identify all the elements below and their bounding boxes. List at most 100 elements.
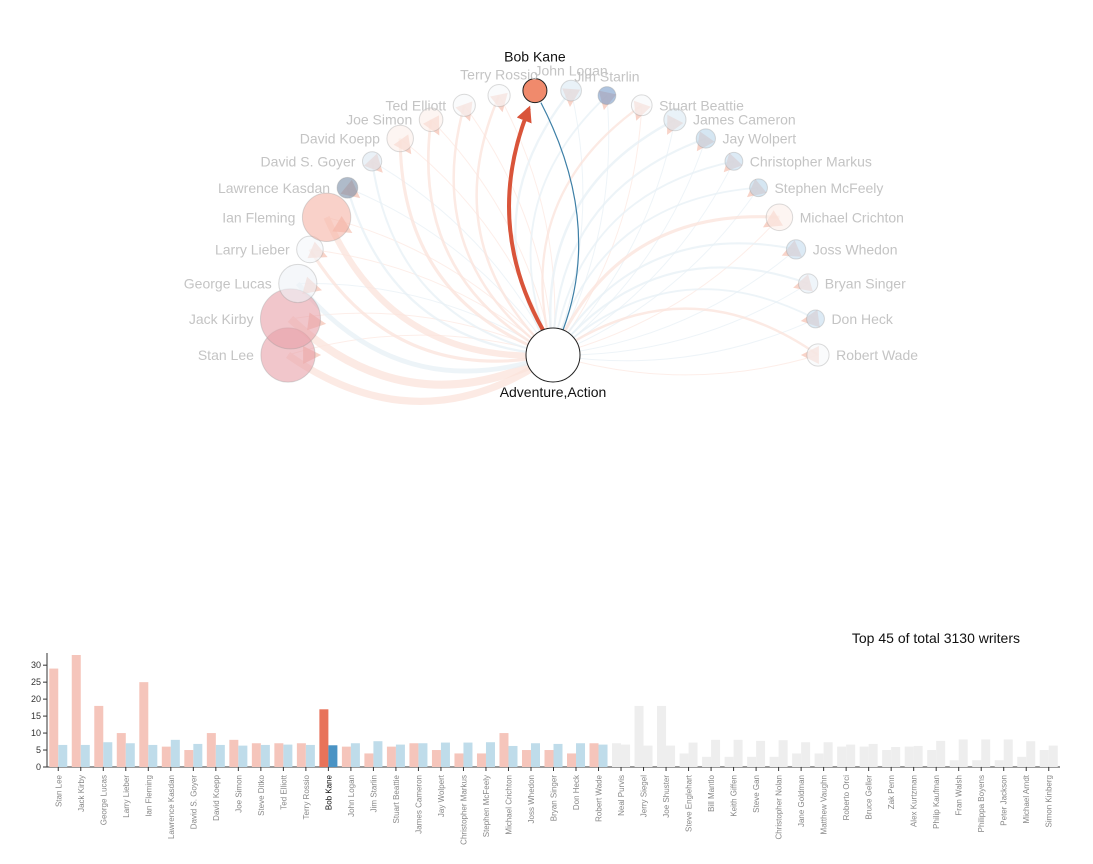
bar-bruce-geller-score[interactable]	[868, 743, 878, 767]
bar-jack-kirby-count[interactable]	[71, 655, 81, 767]
bar-terry-rossio-score[interactable]	[305, 744, 315, 767]
writer-node-michael-crichton[interactable]	[765, 203, 794, 232]
bar-michael-arndt-count[interactable]	[1017, 756, 1027, 767]
writer-label-joss-whedon[interactable]: Joss Whedon	[813, 241, 898, 257]
writer-label-bob-kane[interactable]: Bob Kane	[504, 49, 566, 65]
bar-michael-arndt-score[interactable]	[1026, 741, 1036, 767]
bar-steve-englehart-count[interactable]	[679, 753, 689, 767]
writer-label-david-koepp[interactable]: David Koepp	[300, 131, 380, 147]
writer-node-lawrence-kasdan[interactable]	[336, 176, 359, 199]
bar-john-logan-count[interactable]	[341, 746, 351, 767]
bar-christopher-nolan-score[interactable]	[778, 740, 788, 767]
bar-don-heck-count[interactable]	[567, 753, 577, 767]
writer-node-christopher-markus[interactable]	[724, 151, 744, 171]
writer-node-jim-starlin[interactable]	[597, 86, 617, 105]
bar-roberto-orci-count[interactable]	[837, 746, 847, 767]
bar-robert-wade-score[interactable]	[598, 744, 608, 767]
bar-ian-fleming-score[interactable]	[148, 744, 158, 767]
bar-michael-crichton-score[interactable]	[508, 745, 518, 767]
bar-joss-whedon-count[interactable]	[521, 750, 531, 767]
bar-lawrence-kasdan-count[interactable]	[161, 746, 171, 767]
bar-robert-wade-count[interactable]	[589, 743, 599, 767]
writer-label-joe-simon[interactable]: Joe Simon	[346, 112, 412, 128]
writer-node-stuart-beattie[interactable]	[630, 94, 653, 117]
writer-label-don-heck[interactable]: Don Heck	[831, 311, 893, 327]
bar-jane-goldman-score[interactable]	[801, 742, 811, 767]
writer-node-john-logan[interactable]	[560, 79, 582, 102]
bar-bryan-singer-score[interactable]	[553, 743, 563, 767]
category-node[interactable]	[525, 327, 581, 383]
writer-node-david-koepp[interactable]	[386, 124, 414, 153]
bar-joe-shuster-score[interactable]	[666, 745, 676, 767]
writer-label-michael-crichton[interactable]: Michael Crichton	[800, 209, 904, 225]
bar-neal-purvis-score[interactable]	[621, 744, 631, 767]
writer-label-george-lucas[interactable]: George Lucas	[184, 276, 272, 292]
writer-node-ian-fleming[interactable]	[301, 192, 352, 242]
writer-label-lawrence-kasdan[interactable]: Lawrence Kasdan	[218, 180, 330, 196]
bar-neal-purvis-count[interactable]	[612, 743, 622, 767]
bar-bob-kane-count[interactable]	[319, 709, 329, 767]
bar-jane-goldman-count[interactable]	[792, 753, 802, 767]
writer-node-david-s-goyer[interactable]	[361, 151, 383, 172]
writer-label-larry-lieber[interactable]: Larry Lieber	[215, 241, 290, 257]
writer-label-stuart-beattie[interactable]: Stuart Beattie	[659, 97, 744, 113]
writer-node-bryan-singer[interactable]	[798, 273, 819, 294]
bar-bill-mantlo-score[interactable]	[711, 739, 721, 767]
bar-bryan-singer-count[interactable]	[544, 750, 554, 767]
bar-zak-penn-count[interactable]	[882, 750, 892, 767]
writer-node-jay-wolpert[interactable]	[695, 128, 716, 149]
bar-jim-starlin-score[interactable]	[373, 741, 383, 767]
writer-label-ted-elliott[interactable]: Ted Elliott	[385, 97, 446, 113]
bar-jay-wolpert-count[interactable]	[431, 750, 441, 767]
writer-label-john-logan[interactable]: John Logan	[534, 62, 607, 78]
writer-node-terry-rossio[interactable]	[487, 83, 511, 108]
bar-stan-lee-score[interactable]	[58, 744, 68, 767]
bar-alex-kurtzman-count[interactable]	[904, 746, 914, 767]
bar-peter-jackson-count[interactable]	[994, 760, 1004, 767]
bar-keith-giffen-count[interactable]	[724, 756, 734, 767]
bar-jay-wolpert-score[interactable]	[440, 742, 450, 767]
writer-node-don-heck[interactable]	[806, 309, 825, 329]
bar-jerry-siegel-score[interactable]	[643, 745, 653, 767]
bar-bill-mantlo-count[interactable]	[702, 756, 712, 767]
bar-philip-kaufman-score[interactable]	[936, 740, 946, 767]
writer-label-bryan-singer[interactable]: Bryan Singer	[825, 276, 906, 292]
bar-jim-starlin-count[interactable]	[364, 753, 374, 767]
bar-simon-kinberg-count[interactable]	[1039, 750, 1049, 767]
bar-philippa-boyens-count[interactable]	[972, 760, 982, 767]
bar-bob-kane-score[interactable]	[328, 745, 338, 767]
writer-label-terry-rossio[interactable]: Terry Rossio	[460, 66, 538, 82]
bar-joe-simon-score[interactable]	[238, 745, 248, 767]
bar-philip-kaufman-count[interactable]	[927, 750, 937, 767]
writer-label-ian-fleming[interactable]: Ian Fleming	[222, 209, 295, 225]
bar-joe-shuster-count[interactable]	[657, 705, 667, 767]
writer-label-jack-kirby[interactable]: Jack Kirby	[189, 311, 254, 327]
bar-joss-whedon-score[interactable]	[530, 743, 540, 767]
bar-john-logan-score[interactable]	[350, 743, 360, 767]
bar-christopher-nolan-count[interactable]	[769, 756, 779, 767]
writer-label-jim-starlin[interactable]: Jim Starlin	[574, 69, 639, 85]
bar-steve-englehart-score[interactable]	[688, 742, 698, 767]
bar-don-heck-score[interactable]	[576, 743, 586, 767]
bar-christopher-markus-count[interactable]	[454, 753, 464, 767]
bar-stan-lee-count[interactable]	[49, 668, 59, 767]
writer-label-stephen-mcfeely[interactable]: Stephen McFeely	[774, 180, 883, 196]
bar-george-lucas-count[interactable]	[94, 705, 104, 767]
bar-ian-fleming-count[interactable]	[139, 682, 149, 767]
bar-terry-rossio-count[interactable]	[296, 743, 306, 767]
writer-node-george-lucas[interactable]	[278, 263, 318, 304]
bar-simon-kinberg-score[interactable]	[1048, 745, 1058, 767]
writer-label-robert-wade[interactable]: Robert Wade	[836, 347, 918, 363]
bar-steve-ditko-score[interactable]	[260, 744, 270, 767]
bar-michael-crichton-count[interactable]	[499, 733, 509, 767]
writer-node-joe-simon[interactable]	[418, 107, 444, 133]
bar-ted-elliott-score[interactable]	[283, 744, 293, 767]
bar-joe-simon-count[interactable]	[229, 739, 239, 767]
bar-fran-walsh-count[interactable]	[949, 760, 959, 767]
bar-zak-penn-score[interactable]	[891, 746, 901, 767]
bar-larry-lieber-count[interactable]	[116, 733, 126, 767]
bar-ted-elliott-count[interactable]	[274, 743, 284, 767]
bar-stuart-beattie-score[interactable]	[395, 744, 405, 767]
bar-fran-walsh-score[interactable]	[958, 739, 968, 767]
bar-keith-giffen-score[interactable]	[733, 739, 743, 767]
